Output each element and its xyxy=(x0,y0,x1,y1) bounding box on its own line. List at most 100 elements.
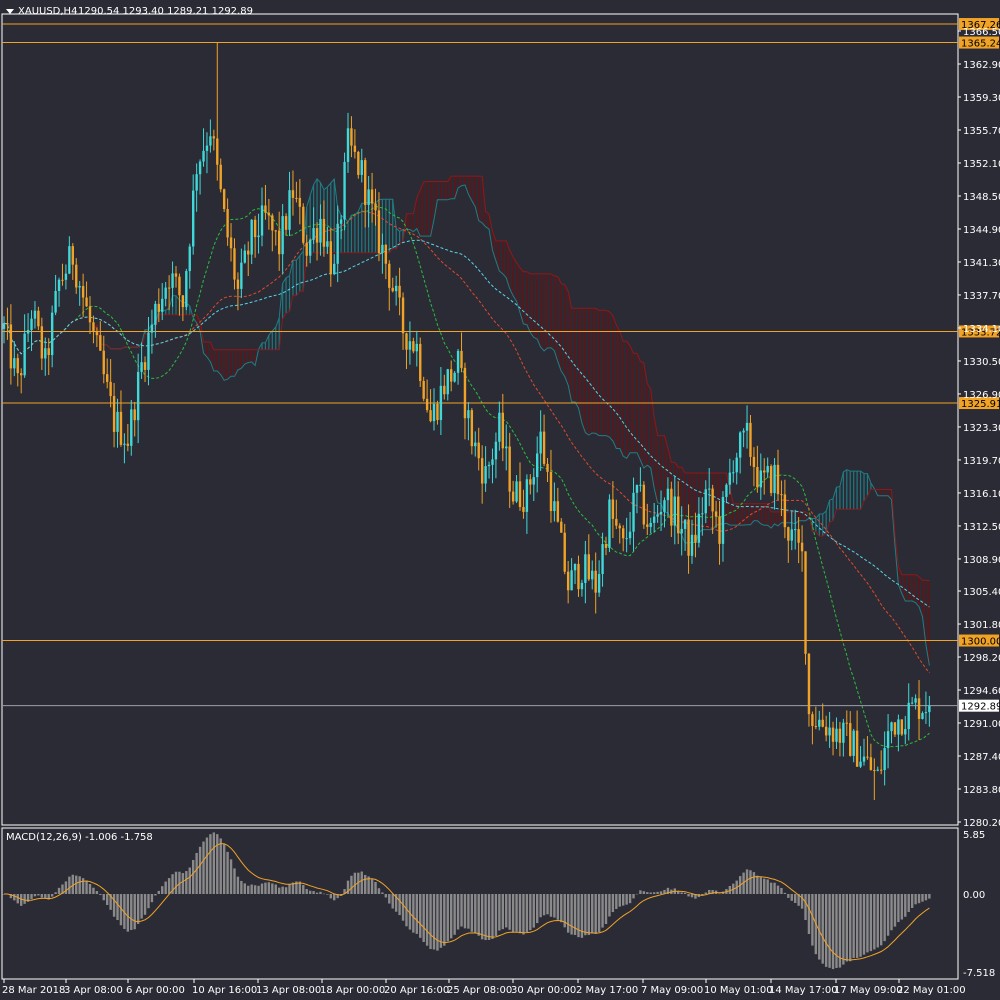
candle-body xyxy=(673,496,676,526)
candle-body xyxy=(274,230,277,232)
candle-body xyxy=(278,230,281,255)
macd-histogram-bar xyxy=(584,894,587,936)
macd-histogram-bar xyxy=(133,894,136,930)
macd-histogram-bar xyxy=(611,894,615,913)
candle-body xyxy=(388,263,391,288)
macd-histogram-bar xyxy=(752,872,756,894)
macd-histogram-bar xyxy=(222,844,226,894)
level-price-tag xyxy=(959,36,999,49)
candle-body xyxy=(642,484,646,525)
candle-body xyxy=(842,722,845,743)
macd-histogram-bar xyxy=(436,894,439,951)
candle-body xyxy=(728,472,732,485)
candle-body xyxy=(432,403,436,422)
candle-body xyxy=(463,367,467,419)
candle-body xyxy=(13,358,16,369)
candle-body xyxy=(484,466,487,484)
macd-histogram-bar xyxy=(835,894,838,968)
symbol-label[interactable]: XAUUSD,H4 xyxy=(18,6,77,17)
macd-histogram-bar xyxy=(425,894,429,946)
macd-histogram-bar xyxy=(484,894,487,941)
time-tick-label: 25 Apr 08:00 xyxy=(447,985,512,996)
candle-body xyxy=(88,306,92,323)
macd-histogram-bar xyxy=(181,873,185,894)
time-tick-label: 14 May 17:00 xyxy=(769,985,838,996)
candle-body xyxy=(298,197,302,207)
candle-body xyxy=(711,488,714,512)
candle-body xyxy=(178,276,181,296)
candle-body xyxy=(646,524,649,527)
candle-body xyxy=(308,239,312,256)
macd-histogram-bar xyxy=(666,887,670,894)
macd-histogram-bar xyxy=(845,894,848,962)
macd-histogram-bar xyxy=(511,894,515,933)
candle-body xyxy=(33,310,37,319)
macd-histogram-bar xyxy=(439,894,443,948)
candle-body xyxy=(505,446,508,449)
candle-body xyxy=(106,374,109,382)
macd-histogram-bar xyxy=(88,884,92,894)
candle-body xyxy=(123,443,126,445)
macd-histogram-bar xyxy=(394,894,398,912)
candle-body xyxy=(876,769,879,771)
candle-body xyxy=(611,499,615,519)
macd-histogram-bar xyxy=(33,894,37,897)
macd-histogram-bar xyxy=(766,879,769,894)
candle-body xyxy=(708,488,711,490)
macd-histogram-bar xyxy=(95,891,99,894)
macd-histogram-bar xyxy=(274,884,277,894)
symbol-dropdown-icon[interactable] xyxy=(6,9,14,14)
macd-histogram-bar xyxy=(890,894,893,931)
macd-histogram-bar xyxy=(40,894,44,898)
macd-histogram-bar xyxy=(718,893,721,895)
macd-histogram-bar xyxy=(928,894,931,899)
candle-body xyxy=(181,295,185,308)
candle-body xyxy=(666,488,670,501)
macd-histogram-bar xyxy=(370,879,374,894)
macd-histogram-bar xyxy=(501,894,504,930)
horizontal-levels[interactable]: 1367.26 1365.24 1333.72 1325.91 1300.00 1292.… xyxy=(2,18,1000,713)
macd-histogram-bar xyxy=(628,894,632,904)
macd-histogram-bar xyxy=(542,894,546,916)
candle-body xyxy=(556,501,560,522)
macd-histogram-bar xyxy=(47,894,50,900)
candle-body xyxy=(398,285,401,298)
candle-body xyxy=(370,189,374,204)
macd-histogram-bar xyxy=(646,892,649,894)
price-tick-label: 1298.20 xyxy=(963,653,1000,664)
candle-body xyxy=(508,446,511,492)
candle-body xyxy=(529,479,532,485)
price-tick-label: 1337.70 xyxy=(963,291,1000,302)
candle-body xyxy=(436,403,439,421)
macd-histogram-bar xyxy=(880,894,883,946)
macd-histogram-bar xyxy=(759,877,762,894)
candle-body xyxy=(164,287,167,299)
macd-histogram-bar xyxy=(635,893,639,895)
candle-body xyxy=(460,350,463,368)
candle-body xyxy=(845,722,848,724)
candle-body xyxy=(68,246,71,274)
time-tick-label: 18 Apr 00:00 xyxy=(320,985,385,996)
time-tick-label: 10 Apr 16:00 xyxy=(192,985,257,996)
macd-histogram-bar xyxy=(690,894,694,898)
candle-body xyxy=(811,714,814,727)
senkou-span-a xyxy=(93,177,930,666)
candle-body xyxy=(580,582,584,590)
macd-histogram-bar xyxy=(536,894,539,924)
candle-body xyxy=(542,431,546,464)
macd-histogram-bar xyxy=(632,894,635,899)
candle-body xyxy=(422,380,425,399)
candle-body xyxy=(917,698,921,719)
macd-histogram-bar xyxy=(350,875,353,894)
macd-histogram-bar xyxy=(319,891,322,894)
macd-histogram-bar xyxy=(456,894,460,930)
macd-histogram-bar xyxy=(886,894,890,936)
candle-body xyxy=(570,570,573,591)
macd-histogram-bar xyxy=(591,894,594,934)
macd-histogram-bar xyxy=(143,894,147,915)
macd-histogram-bar xyxy=(164,881,167,894)
macd-histogram-bar xyxy=(594,894,597,934)
candle-body xyxy=(44,348,47,359)
candle-body xyxy=(236,279,240,289)
